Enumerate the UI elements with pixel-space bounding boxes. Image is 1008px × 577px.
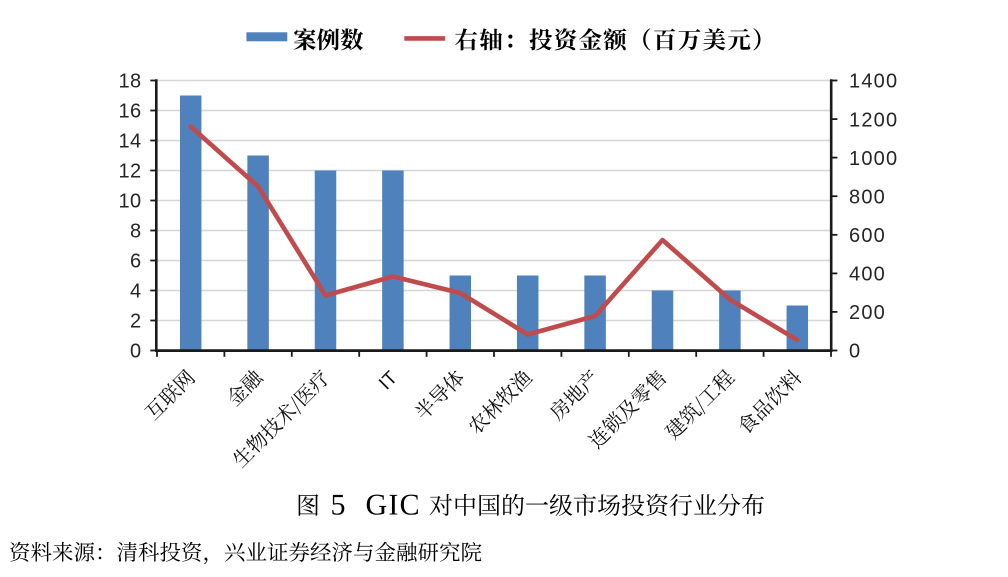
svg-text:1400: 1400 bbox=[849, 71, 898, 93]
svg-text:12: 12 bbox=[118, 161, 141, 183]
svg-text:14: 14 bbox=[118, 131, 141, 153]
svg-text:400: 400 bbox=[849, 264, 886, 286]
svg-text:6: 6 bbox=[130, 251, 142, 273]
svg-text:2: 2 bbox=[130, 311, 142, 333]
svg-text:4: 4 bbox=[130, 281, 142, 303]
svg-text:16: 16 bbox=[118, 101, 141, 123]
svg-text:1200: 1200 bbox=[849, 109, 898, 131]
svg-text:0: 0 bbox=[130, 341, 142, 363]
svg-text:18: 18 bbox=[118, 71, 141, 93]
svg-text:10: 10 bbox=[118, 191, 141, 213]
svg-text:600: 600 bbox=[849, 225, 886, 247]
svg-text:0: 0 bbox=[849, 341, 861, 363]
svg-text:8: 8 bbox=[130, 221, 142, 243]
svg-text:800: 800 bbox=[849, 186, 886, 208]
svg-text:200: 200 bbox=[849, 302, 886, 324]
svg-text:1000: 1000 bbox=[849, 148, 898, 170]
